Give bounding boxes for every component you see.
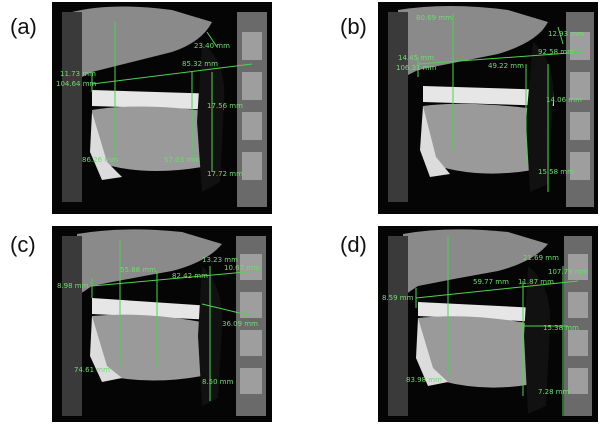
measure-d-4: 8.59 mm: [382, 294, 414, 302]
measure-a-5: 86.26 mm: [82, 156, 118, 164]
measure-a-3: 85.32 mm: [182, 60, 218, 68]
measure-b-1: 12.93 mm: [548, 30, 584, 38]
measure-d-0: 21.69 mm: [523, 254, 559, 262]
ct-scan-image-b: 80.69 mm 12.93 mm 14.45 mm 106.31 mm 92.…: [378, 2, 598, 214]
measure-c-5: 36.09 mm: [222, 320, 258, 328]
ct-scan-image-c: 55.88 mm 82.42 mm 13.23 mm 10.67 mm 8.98…: [52, 226, 272, 422]
measure-a-7: 17.72 mm: [207, 170, 243, 178]
measure-b-0: 80.69 mm: [416, 14, 452, 22]
measure-c-7: 8.50 mm: [202, 378, 234, 386]
measure-a-4: 17.56 mm: [207, 102, 243, 110]
ct-scan-panel-a: 23.40 mm 11.73 mm 104.64 mm 85.32 mm 17.…: [52, 2, 272, 214]
measure-b-3: 106.31 mm: [396, 64, 437, 72]
measure-a-1: 11.73 mm: [60, 70, 96, 78]
measure-d-6: 83.98 mm: [406, 376, 442, 384]
ct-scan-panel-d: 21.69 mm 59.77 mm 107.79 mm 11.87 mm 8.5…: [378, 226, 598, 422]
measure-a-2: 104.64 mm: [56, 80, 97, 88]
measure-c-0: 55.88 mm: [120, 266, 156, 274]
measure-d-7: 7.28 mm: [538, 388, 570, 396]
measure-b-5: 49.22 mm: [488, 62, 524, 70]
panel-c-label: (c): [10, 232, 36, 257]
ct-scan-image-a: 23.40 mm 11.73 mm 104.64 mm 85.32 mm 17.…: [52, 2, 272, 214]
ct-scan-image-d: 21.69 mm 59.77 mm 107.79 mm 11.87 mm 8.5…: [378, 226, 598, 422]
measure-b-7: 15.58 mm: [538, 168, 574, 176]
measure-b-2: 14.45 mm: [398, 54, 434, 62]
panel-d-label: (d): [340, 232, 367, 257]
measure-d-5: 15.38 mm: [543, 324, 579, 332]
measure-d-3: 11.87 mm: [518, 278, 554, 286]
ct-scan-panel-c: 55.88 mm 82.42 mm 13.23 mm 10.67 mm 8.98…: [52, 226, 272, 422]
measure-b-4: 92.58 mm: [538, 48, 574, 56]
measure-c-1: 82.42 mm: [172, 272, 208, 280]
measure-a-6: 57.03 mm: [164, 156, 200, 164]
measure-c-2: 13.23 mm: [202, 256, 238, 264]
measure-c-4: 8.98 mm: [57, 282, 89, 290]
measure-a-0: 23.40 mm: [194, 42, 230, 50]
measure-c-6: 74.61 mm: [74, 366, 110, 374]
ct-scan-panel-b: 80.69 mm 12.93 mm 14.45 mm 106.31 mm 92.…: [378, 2, 598, 214]
panel-b-label: (b): [340, 14, 367, 39]
measure-b-6: 14.06 mm: [546, 96, 582, 104]
panel-a-label: (a): [10, 14, 37, 39]
measure-c-3: 10.67 mm: [224, 264, 260, 272]
measure-d-1: 59.77 mm: [473, 278, 509, 286]
measure-d-2: 107.79 mm: [548, 268, 589, 276]
